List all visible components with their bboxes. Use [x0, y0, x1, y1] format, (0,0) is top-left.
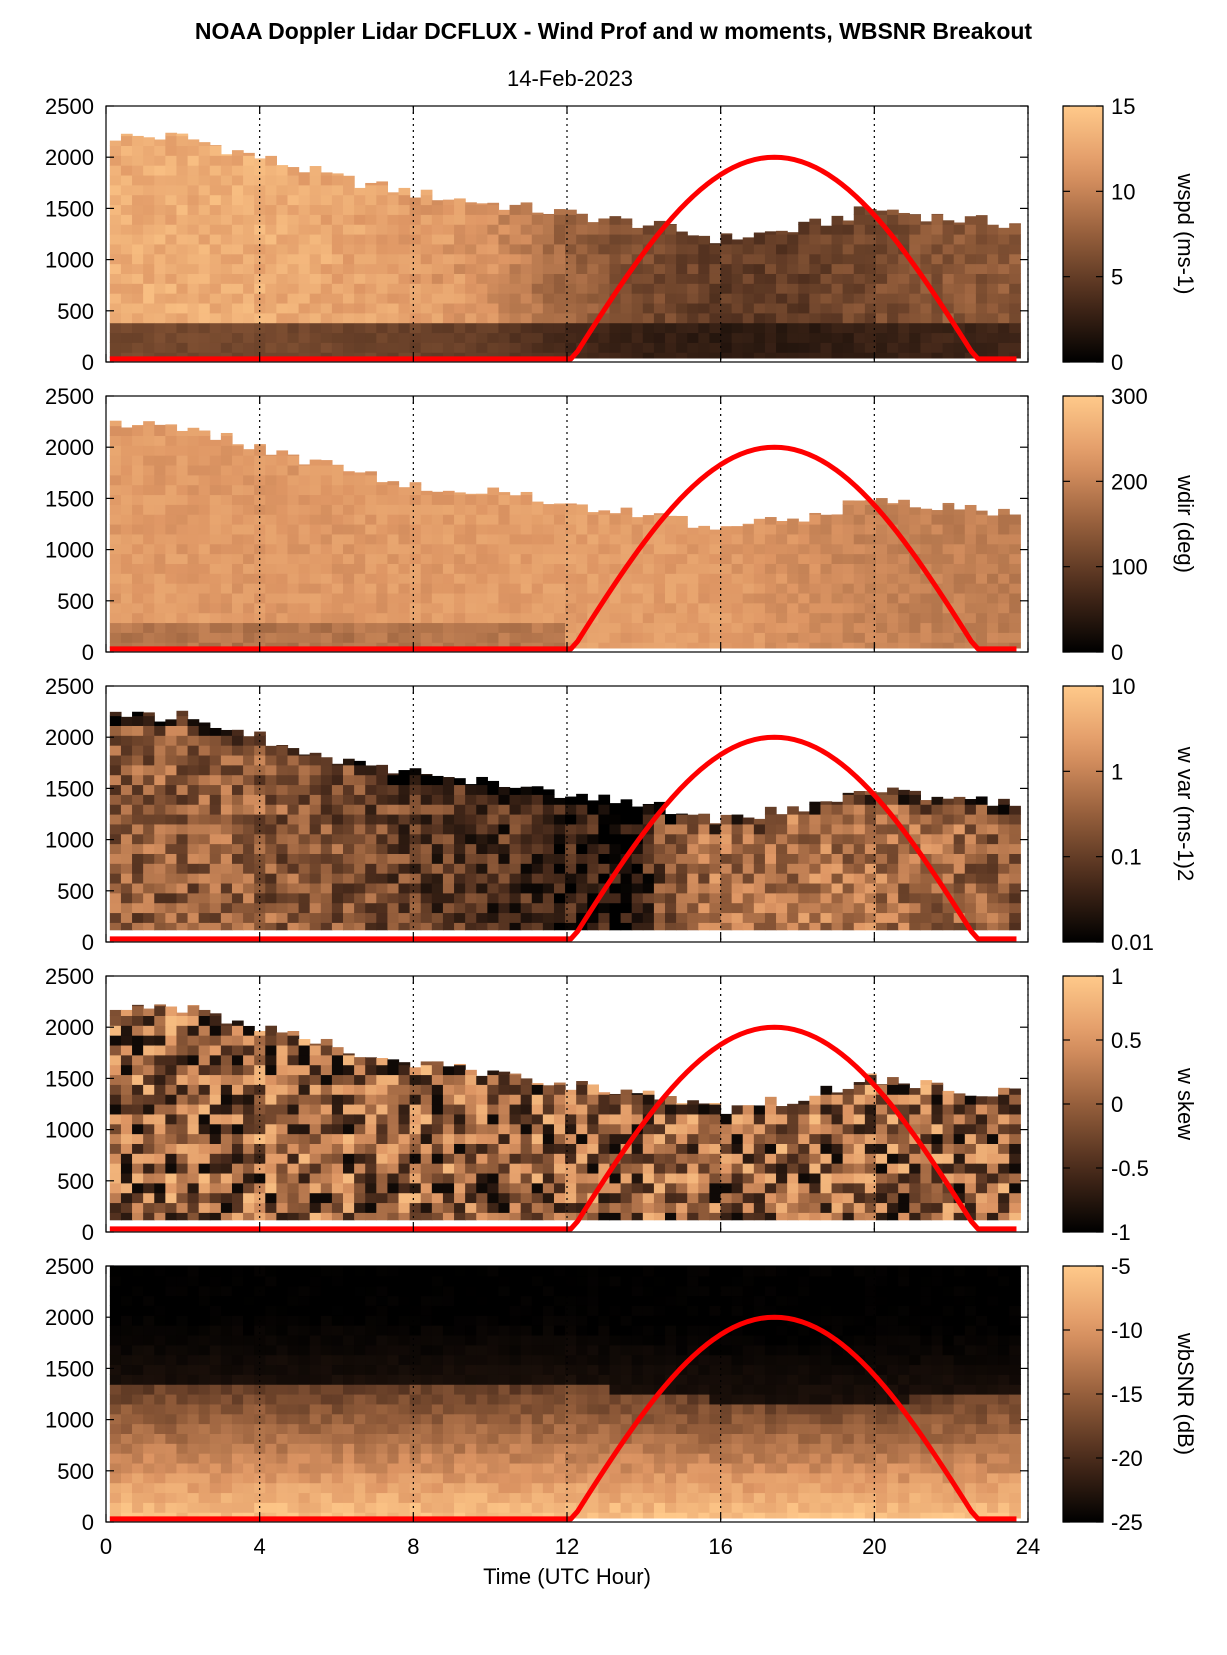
colorbar-label: w var (ms-1)2	[1173, 746, 1198, 881]
y-tick-label: 1000	[45, 1408, 94, 1433]
y-tick-label: 1500	[45, 1356, 94, 1381]
heatmap-cells	[109, 1004, 1021, 1221]
colorbar-tick-label: -25	[1111, 1510, 1143, 1535]
chart-title: NOAA Doppler Lidar DCFLUX - Wind Prof an…	[194, 18, 1033, 44]
y-tick-label: 1500	[45, 1066, 94, 1091]
y-tick-label: 500	[57, 589, 94, 614]
x-tick-label: 20	[862, 1534, 886, 1559]
y-tick-label: 500	[57, 1169, 94, 1194]
colorbar-tick-label: 100	[1111, 555, 1148, 580]
colorbar-tick-label: 0.1	[1111, 845, 1142, 870]
y-tick-label: 2500	[45, 1254, 94, 1279]
solar-elevation-curve	[109, 734, 1017, 942]
x-tick-label: 12	[555, 1534, 579, 1559]
heatmap-cells	[109, 132, 1021, 359]
panel-wbSNR: 0 500 1000 1500 2000 2500 -5 -10 -15 -20 -25 wbSNR …	[45, 1254, 1198, 1535]
y-tick-label: 2000	[45, 1015, 94, 1040]
colorbar-tick-label: 0.01	[1111, 930, 1154, 955]
colorbar-tick-label: -5	[1111, 1254, 1131, 1279]
colorbar-tick-label: 10	[1111, 674, 1135, 699]
colorbar-tick-label: -0.5	[1111, 1156, 1149, 1181]
colorbar-tick-label: 10	[1111, 179, 1135, 204]
y-tick-label: 1500	[45, 776, 94, 801]
x-tick-label: 8	[407, 1534, 419, 1559]
solar-elevation-curve	[109, 1024, 1017, 1232]
colorbar-tick-label: -10	[1111, 1318, 1143, 1343]
colorbar-tick-label: 200	[1111, 469, 1148, 494]
x-tick-label: 4	[254, 1534, 266, 1559]
x-axis-label: Time (UTC Hour)	[483, 1564, 651, 1589]
y-tick-label: 2000	[45, 1305, 94, 1330]
x-tick-label: 24	[1016, 1534, 1040, 1559]
colorbar-tick-label: 1	[1111, 964, 1123, 989]
y-tick-label: 2500	[45, 674, 94, 699]
y-tick-label: 2500	[45, 964, 94, 989]
y-tick-label: 0	[82, 1510, 94, 1535]
y-tick-label: 0	[82, 1220, 94, 1245]
colorbar-tick-label: 5	[1111, 265, 1123, 290]
colorbar-tick-label: 0.5	[1111, 1028, 1142, 1053]
colorbar-label: w skew	[1173, 1067, 1198, 1140]
y-tick-label: 2000	[45, 435, 94, 460]
chart-date: 14-Feb-2023	[507, 66, 633, 91]
y-tick-label: 1000	[45, 538, 94, 563]
colorbar-tick-label: 0	[1111, 640, 1123, 665]
colorbar-label: wdir (deg)	[1173, 474, 1198, 573]
y-tick-label: 500	[57, 879, 94, 904]
panel-wspd: 0 500 1000 1500 2000 2500 15 10 5 0 wspd (ms-1)	[45, 94, 1198, 375]
colorbar-tick-label: -20	[1111, 1446, 1143, 1471]
colorbar	[1062, 395, 1104, 653]
solar-elevation-curve	[109, 1314, 1017, 1522]
y-tick-label: 0	[82, 640, 94, 665]
y-tick-label: 2500	[45, 384, 94, 409]
y-tick-label: 1000	[45, 1118, 94, 1143]
colorbar-label: wbSNR (dB)	[1173, 1332, 1198, 1455]
y-tick-label: 500	[57, 299, 94, 324]
x-tick-label: 0	[100, 1534, 112, 1559]
panel-w-var: 0 500 1000 1500 2000 2500 10 1 0.1 0.01 w var (ms-…	[45, 674, 1198, 955]
colorbar-tick-label: -15	[1111, 1382, 1143, 1407]
heatmap-cells	[109, 1266, 1021, 1519]
heatmap-cells	[109, 420, 1021, 649]
y-tick-label: 2500	[45, 94, 94, 119]
y-tick-label: 500	[57, 1459, 94, 1484]
colorbar-tick-label: -1	[1111, 1220, 1131, 1245]
colorbar-tick-label: 300	[1111, 384, 1148, 409]
y-tick-label: 1000	[45, 828, 94, 853]
panel-w-skew: 0 500 1000 1500 2000 2500 1 0.5 0 -0.5 -1 w skew	[45, 964, 1198, 1245]
y-tick-label: 2000	[45, 725, 94, 750]
heatmap-cells	[109, 710, 1021, 931]
colorbar-tick-label: 0	[1111, 1092, 1123, 1117]
solar-elevation-curve	[109, 444, 1017, 652]
y-tick-label: 2000	[45, 145, 94, 170]
y-tick-label: 1500	[45, 486, 94, 511]
colorbar-label: wspd (ms-1)	[1173, 172, 1198, 294]
colorbar-tick-label: 0	[1111, 350, 1123, 375]
colorbar-tick-label: 1	[1111, 759, 1123, 784]
y-tick-label: 1500	[45, 196, 94, 221]
solar-elevation-curve	[109, 154, 1017, 362]
y-tick-label: 0	[82, 930, 94, 955]
colorbar-tick-label: 15	[1111, 94, 1135, 119]
y-tick-label: 1000	[45, 248, 94, 273]
colorbar	[1062, 685, 1104, 943]
x-tick-label: 16	[708, 1534, 732, 1559]
y-tick-label: 0	[82, 350, 94, 375]
colorbar	[1062, 105, 1104, 363]
